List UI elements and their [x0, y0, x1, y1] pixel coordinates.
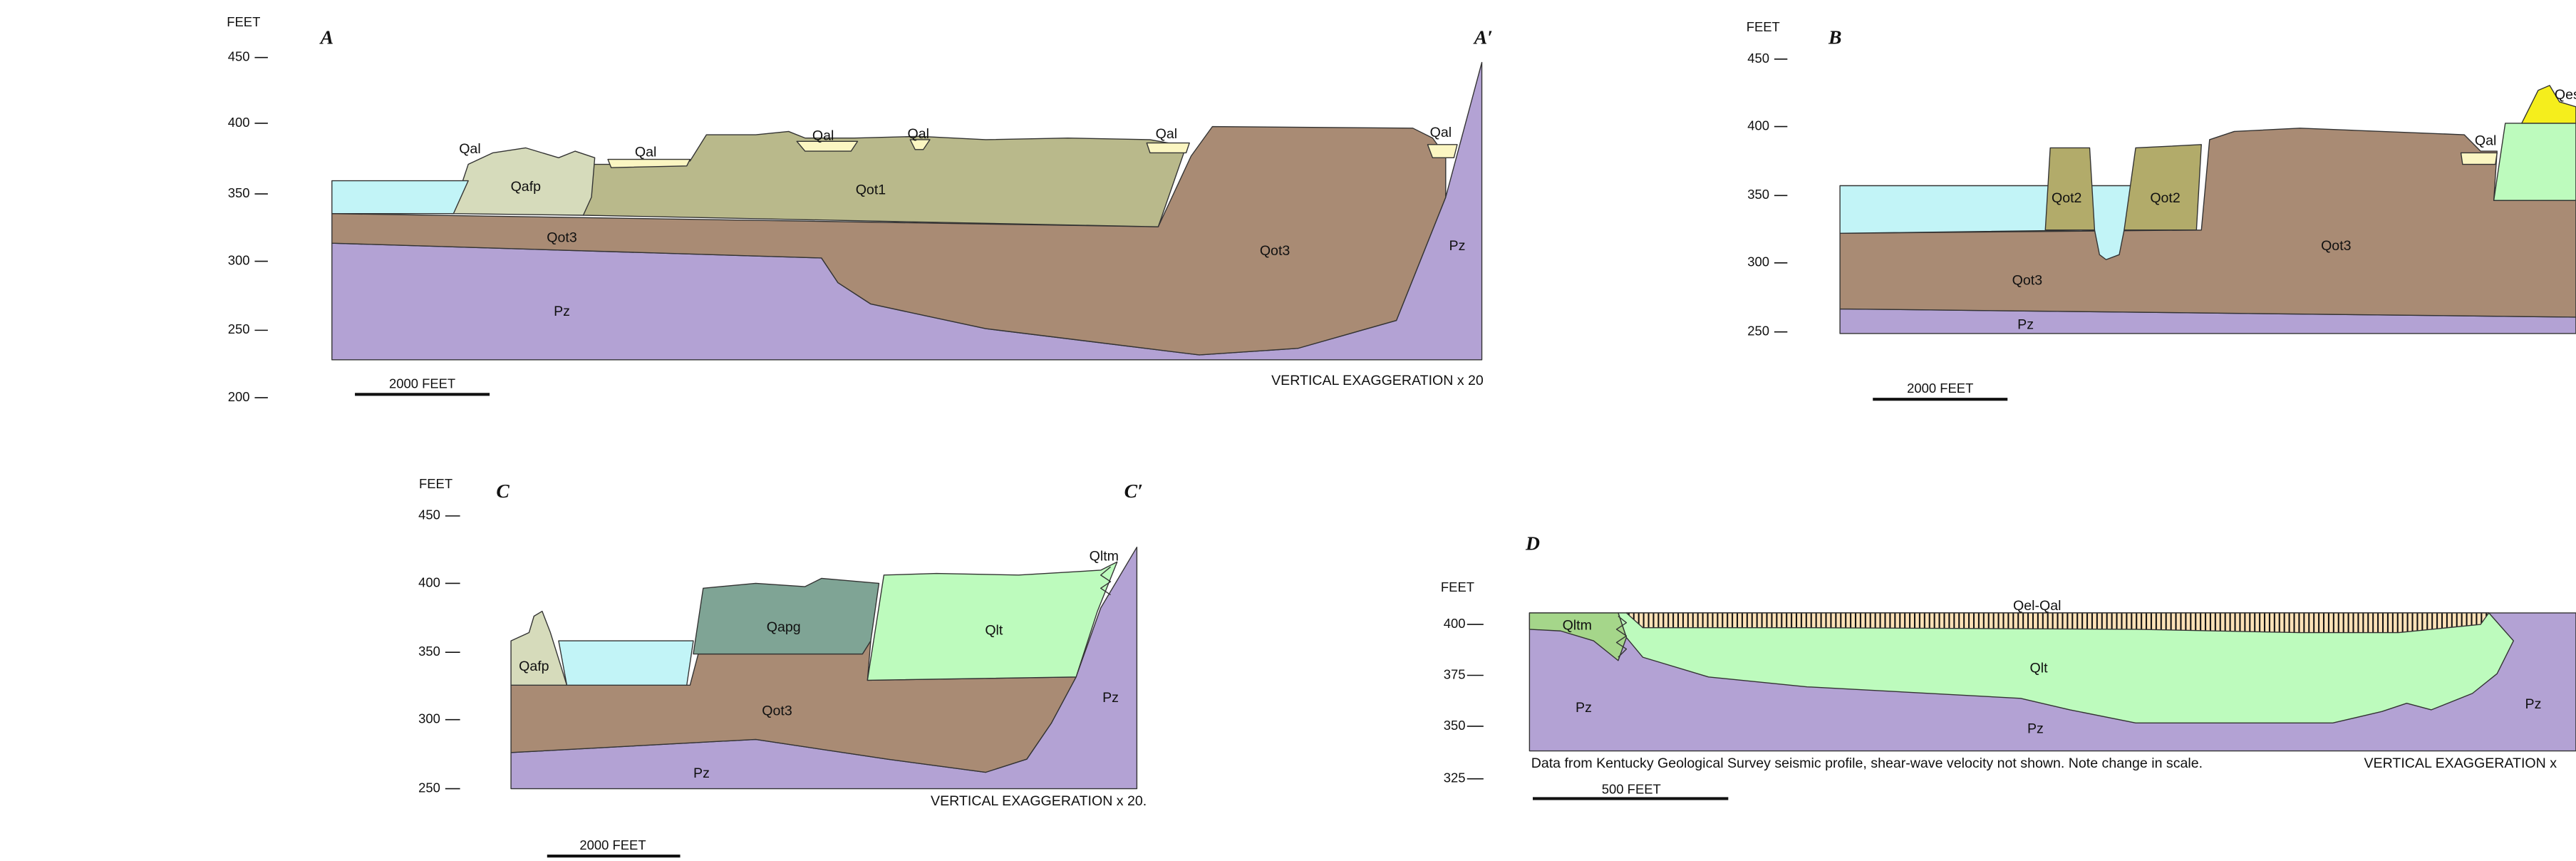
- water: [332, 181, 468, 214]
- tick-label: 250: [228, 321, 250, 336]
- tick-label: 350: [418, 644, 440, 659]
- unit-label: Qlt: [985, 622, 1003, 638]
- section-label: C: [496, 480, 509, 502]
- unit-label: Qal: [635, 145, 656, 160]
- tick-label: 450: [1747, 51, 1769, 66]
- unit-label: Qal: [1156, 126, 1177, 142]
- tick-label: 300: [1747, 254, 1769, 269]
- unit-label: Qot2: [2052, 190, 2081, 206]
- axis-title: FEET: [1441, 579, 1474, 594]
- unit-label: Qot3: [762, 703, 792, 718]
- tick-label: 300: [418, 711, 440, 726]
- unit-label: Qafp: [519, 659, 549, 674]
- unit-label: Qot3: [2321, 238, 2352, 254]
- qot1-layer: [584, 131, 1186, 227]
- figure: FEET 450 400 350 300 250 200 A A′ Qal Qafp Qal Qal Qa…: [0, 0, 2576, 861]
- scale-label: 2000 FEET: [579, 837, 646, 852]
- section-label: A: [319, 26, 333, 48]
- scale-label: 2000 FEET: [1907, 381, 1973, 396]
- unit-label: Pz: [1576, 700, 1592, 716]
- qal-lens: [1147, 143, 1189, 153]
- unit-label: Qot1: [856, 182, 886, 198]
- unit-label: Qal: [908, 126, 929, 142]
- scale-label: 500 FEET: [1602, 782, 1661, 797]
- section-end-label: C′: [1124, 480, 1143, 502]
- tick-label: 400: [228, 115, 250, 130]
- unit-label: Qafp: [511, 179, 542, 195]
- axis-title: FEET: [227, 14, 260, 29]
- unit-label: Qes: [2555, 87, 2576, 103]
- tick-label: 200: [228, 389, 250, 404]
- unit-label: Qltm: [1090, 549, 1119, 564]
- unit-label: Pz: [1449, 238, 1466, 254]
- tick-label: 450: [418, 507, 440, 522]
- section-d: [1529, 613, 2576, 751]
- section-end-label: A′: [1473, 26, 1493, 48]
- unit-label: Pz: [2027, 721, 2044, 737]
- tick-label: 250: [1747, 324, 1769, 339]
- unit-label: Qlt: [2030, 660, 2049, 676]
- axis-title: FEET: [1747, 19, 1780, 34]
- scale-label: 2000 FEET: [389, 376, 455, 391]
- tick-label: 400: [1444, 616, 1466, 631]
- tick-label: 300: [228, 252, 250, 267]
- unit-label: Pz: [2525, 696, 2542, 712]
- section-label: B: [1828, 26, 1841, 48]
- exaggeration-note: VERTICAL EXAGGERATION x 20.: [931, 793, 1147, 809]
- unit-label: Qot3: [1260, 243, 1290, 259]
- axis-title: FEET: [419, 476, 452, 491]
- water: [559, 641, 693, 685]
- tick-label: 400: [1747, 118, 1769, 133]
- unit-label: Qot3: [547, 230, 577, 245]
- unit-label: Qot2: [2150, 190, 2180, 206]
- qal-lens: [1427, 145, 1457, 158]
- unit-label: Qal: [1430, 125, 1452, 140]
- unit-label: Pz: [693, 765, 710, 781]
- unit-label: Qal: [2475, 133, 2496, 148]
- tick-label: 450: [228, 49, 250, 64]
- qapg-layer: [693, 578, 879, 654]
- tick-label: 400: [418, 574, 440, 589]
- tick-label: 250: [418, 780, 440, 795]
- unit-label: Pz: [554, 304, 570, 319]
- tick-label: 350: [1747, 187, 1769, 202]
- qal-lens: [2461, 153, 2498, 164]
- unit-label: Qal: [812, 128, 834, 144]
- exaggeration-note: VERTICAL EXAGGERATION x: [2364, 756, 2557, 771]
- section-c: [511, 547, 1137, 789]
- section-a: [332, 63, 1482, 360]
- unit-label: Qapg: [767, 619, 801, 635]
- tick-label: 375: [1444, 666, 1466, 681]
- tick-label: 350: [228, 185, 250, 200]
- qal-lens: [608, 160, 690, 168]
- tick-label: 325: [1444, 770, 1466, 785]
- qlt-layer: [2494, 123, 2576, 200]
- qot2-layer: [2124, 145, 2201, 230]
- unit-label: Pz: [1102, 690, 1119, 706]
- qot2-layer: [2045, 148, 2094, 230]
- unit-label: Qel-Qal: [2013, 598, 2061, 614]
- unit-label: Qltm: [1563, 618, 1592, 634]
- section-label: D: [1525, 532, 1540, 555]
- data-note: Data from Kentucky Geological Survey sei…: [1531, 756, 2203, 771]
- exaggeration-note: VERTICAL EXAGGERATION x 20: [1271, 373, 1484, 388]
- unit-label: Pz: [2017, 317, 2034, 333]
- section-b: [1840, 86, 2576, 334]
- tick-label: 350: [1444, 718, 1466, 733]
- unit-label: Qal: [459, 141, 480, 157]
- qlt-layer: [867, 562, 1117, 680]
- unit-label: Qot3: [2012, 272, 2043, 288]
